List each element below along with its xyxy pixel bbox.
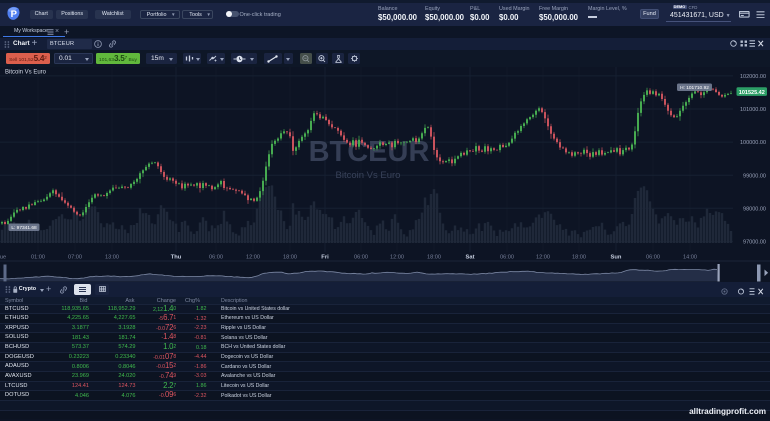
svg-text:12:00: 12:00 [390,255,404,261]
svg-text:Sat: Sat [465,255,474,261]
svg-text:P: P [11,9,18,20]
svg-text:12:00: 12:00 [536,255,550,261]
svg-text:Bitcoin Vs Euro: Bitcoin Vs Euro [336,170,401,181]
svg-text:07:00: 07:00 [68,255,82,261]
svg-text:Thu: Thu [171,255,182,261]
svg-text:14:00: 14:00 [683,255,697,261]
svg-text:18:00: 18:00 [572,255,586,261]
svg-text:12:00: 12:00 [246,255,260,261]
svg-text:H: 101710.92: H: 101710.92 [680,85,709,91]
svg-text:BTCEUR: BTCEUR [309,136,430,168]
svg-text:101000.00: 101000.00 [740,107,766,113]
svg-text:100000.00: 100000.00 [740,140,766,146]
svg-text:Fri: Fri [321,255,329,261]
svg-text:13:00: 13:00 [105,255,119,261]
svg-text:97000.00: 97000.00 [743,240,766,246]
svg-text:ue: ue [0,255,6,261]
svg-text:06:00: 06:00 [209,255,223,261]
svg-text:99000.00: 99000.00 [743,173,766,179]
svg-text:06:00: 06:00 [646,255,660,261]
svg-text:06:00: 06:00 [500,255,514,261]
svg-text:Sun: Sun [611,255,622,261]
svg-text:101525.42: 101525.42 [739,90,765,96]
svg-text:L: 97341.68: L: 97341.68 [11,225,37,231]
svg-text:102000.00: 102000.00 [740,74,766,80]
svg-text:01:00: 01:00 [31,255,45,261]
svg-text:06:00: 06:00 [354,255,368,261]
svg-text:18:00: 18:00 [427,255,441,261]
svg-text:98000.00: 98000.00 [743,206,766,212]
svg-text:Bitcoin Vs Euro: Bitcoin Vs Euro [5,70,47,76]
svg-text:18:00: 18:00 [283,255,297,261]
